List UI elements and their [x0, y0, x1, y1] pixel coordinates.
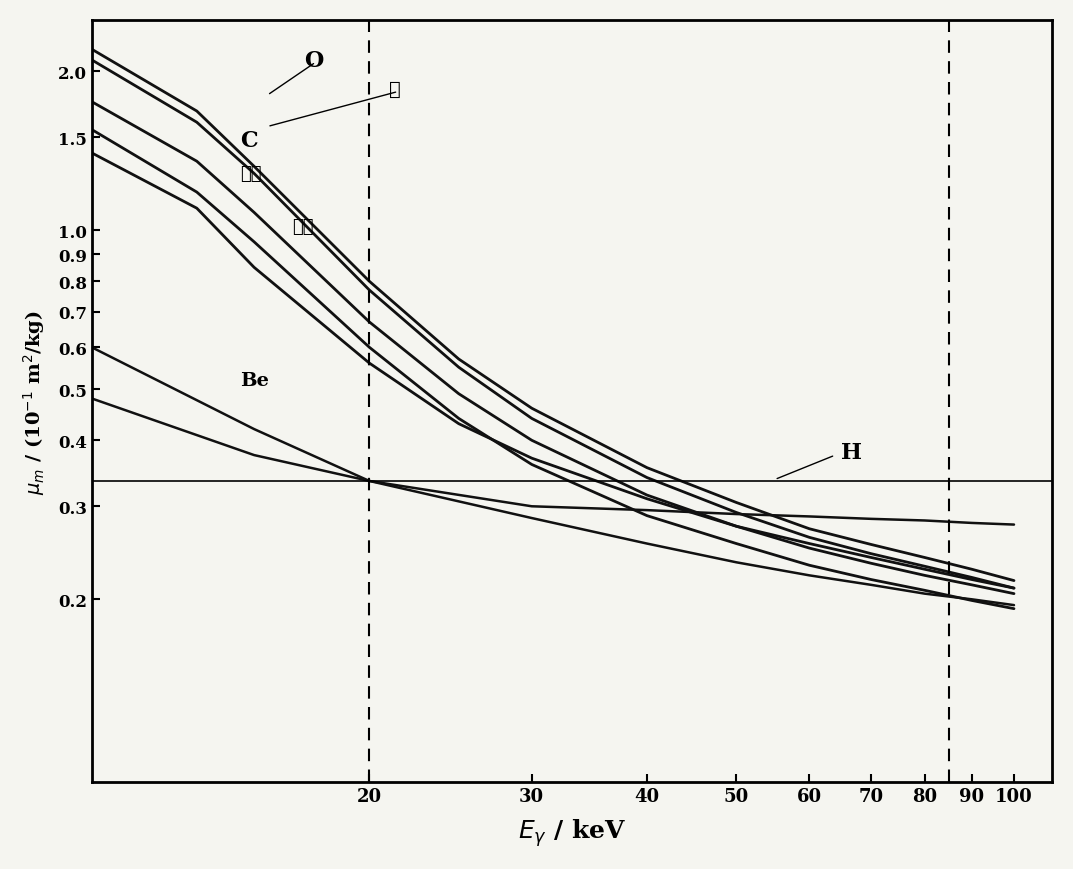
Text: C: C: [240, 130, 259, 152]
Text: 甲烷: 甲烷: [292, 217, 313, 235]
Y-axis label: $\mu_m$ / (10$^{-1}$ m$^2$/kg): $\mu_m$ / (10$^{-1}$ m$^2$/kg): [20, 309, 47, 494]
Text: Be: Be: [240, 372, 269, 389]
Text: H: H: [841, 441, 863, 463]
Text: 水: 水: [388, 81, 400, 99]
Text: 原油: 原油: [240, 165, 262, 183]
X-axis label: $E_{\gamma}$ / keV: $E_{\gamma}$ / keV: [518, 817, 627, 848]
Text: O: O: [305, 50, 324, 72]
